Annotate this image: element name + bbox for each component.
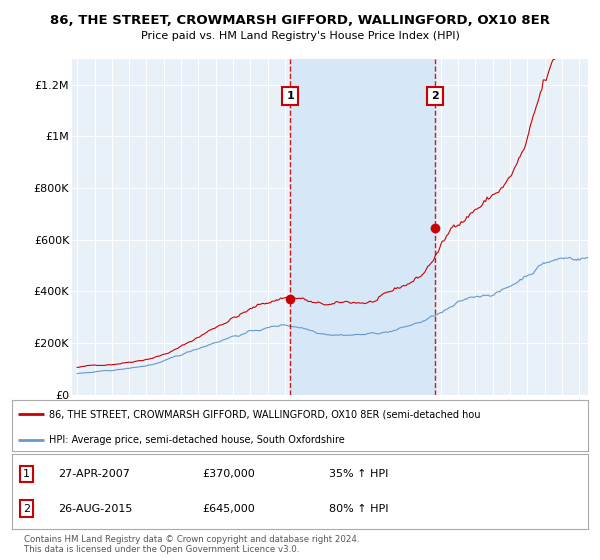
Text: 35% ↑ HPI: 35% ↑ HPI <box>329 469 388 479</box>
Text: £645,000: £645,000 <box>202 504 255 514</box>
Text: 1: 1 <box>286 91 294 101</box>
Text: 2: 2 <box>23 504 30 514</box>
Text: 26-AUG-2015: 26-AUG-2015 <box>58 504 133 514</box>
Text: HPI: Average price, semi-detached house, South Oxfordshire: HPI: Average price, semi-detached house,… <box>49 435 345 445</box>
Text: £370,000: £370,000 <box>202 469 255 479</box>
Text: 86, THE STREET, CROWMARSH GIFFORD, WALLINGFORD, OX10 8ER: 86, THE STREET, CROWMARSH GIFFORD, WALLI… <box>50 14 550 27</box>
Text: Price paid vs. HM Land Registry's House Price Index (HPI): Price paid vs. HM Land Registry's House … <box>140 31 460 41</box>
Text: Contains HM Land Registry data © Crown copyright and database right 2024.
This d: Contains HM Land Registry data © Crown c… <box>24 535 359 554</box>
Text: 86, THE STREET, CROWMARSH GIFFORD, WALLINGFORD, OX10 8ER (semi-detached hou: 86, THE STREET, CROWMARSH GIFFORD, WALLI… <box>49 409 481 419</box>
Bar <box>290 59 435 395</box>
Text: 2: 2 <box>431 91 439 101</box>
Text: 80% ↑ HPI: 80% ↑ HPI <box>329 504 388 514</box>
Text: 27-APR-2007: 27-APR-2007 <box>58 469 130 479</box>
Text: 1: 1 <box>23 469 30 479</box>
